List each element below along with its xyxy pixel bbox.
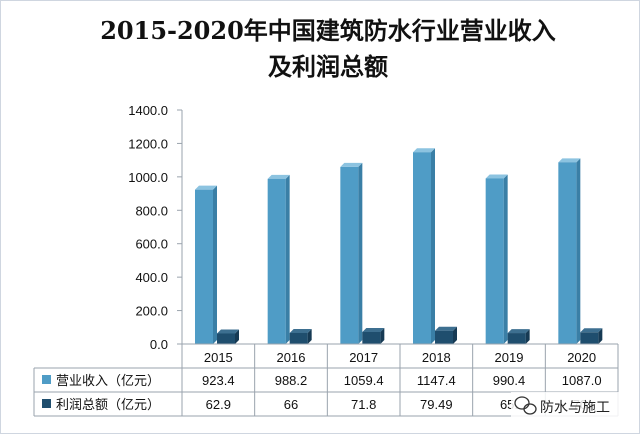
legend-label-revenue: 营业收入（亿元）	[56, 374, 160, 389]
x-tick-label: 2020	[567, 350, 596, 365]
bar-side-revenue	[213, 185, 217, 344]
bar-side-profit	[307, 328, 312, 344]
data-table-cell: 988.2	[275, 373, 308, 388]
bar-side-revenue	[431, 148, 435, 344]
y-tick-label: 400.0	[135, 270, 168, 285]
bar-revenue	[195, 189, 213, 344]
bar-side-profit	[453, 326, 457, 344]
bar-profit	[507, 333, 526, 344]
x-tick-label: 2015	[204, 350, 233, 365]
bar-side-profit	[598, 328, 603, 344]
y-tick-label: 200.0	[135, 304, 168, 319]
data-table-cell: 1059.4	[344, 373, 384, 388]
x-tick-label: 2018	[422, 350, 451, 365]
data-table-cell: 71.8	[351, 397, 376, 412]
legend-swatch-revenue	[42, 375, 51, 384]
y-tick-label: 600.0	[135, 237, 168, 252]
data-table-cell: 66	[284, 397, 298, 412]
bar-revenue	[413, 152, 431, 344]
legend-swatch-profit	[42, 399, 51, 408]
bar-top-profit	[217, 329, 239, 334]
data-table-cell: 79.49	[420, 397, 453, 412]
bar-side-revenue	[503, 174, 508, 344]
bar-side-profit	[235, 329, 239, 344]
bar-top-profit	[507, 329, 530, 334]
bar-revenue	[558, 162, 577, 344]
watermark-text: 防水与施工	[540, 400, 610, 416]
bar-side-revenue	[576, 158, 581, 344]
y-tick-label: 1000.0	[128, 170, 168, 185]
data-table-cell: 1147.4	[417, 373, 456, 388]
bar-top-revenue	[413, 148, 435, 153]
x-tick-label: 2019	[495, 350, 524, 365]
bar-top-revenue	[558, 158, 581, 163]
bar-top-revenue	[485, 174, 508, 179]
y-tick-label: 800.0	[135, 203, 168, 218]
bar-top-profit	[362, 327, 385, 332]
bar-top-revenue	[340, 162, 363, 167]
bar-profit	[217, 333, 235, 344]
chart-title-line2: 及利润总额	[268, 52, 388, 81]
bar-side-revenue	[285, 174, 290, 344]
bar-profit	[362, 331, 381, 344]
bar-side-profit	[380, 327, 385, 344]
bar-top-profit	[289, 328, 312, 333]
bar-top-revenue	[267, 174, 290, 179]
bar-revenue	[340, 166, 359, 344]
data-table-cell: 923.4	[202, 373, 235, 388]
bar-profit	[580, 332, 599, 344]
bar-top-revenue	[195, 185, 217, 190]
x-tick-label: 2017	[349, 350, 378, 365]
bar-side-profit	[525, 329, 530, 344]
bar-profit	[289, 332, 308, 344]
y-tick-label: 0.0	[150, 337, 168, 352]
bar-revenue	[485, 178, 504, 344]
axis-group: 0.0 200.0 400.0 600.0 800.0 1000.0 1200.0 1400.…	[128, 103, 183, 352]
data-table-cell: 62.9	[206, 397, 231, 412]
chart-title-line1: 2015-2020年中国建筑防水行业营业收入	[100, 16, 556, 45]
y-tick-label: 1200.0	[128, 136, 168, 151]
y-tick-label: 1400.0	[128, 103, 168, 118]
bars-group	[195, 148, 603, 344]
bar-top-profit	[435, 326, 457, 331]
wechat-icon	[514, 396, 537, 415]
bar-top-profit	[580, 328, 603, 333]
x-tick-label: 2016	[277, 350, 306, 365]
legend-label-profit: 利润总额（亿元）	[56, 398, 160, 413]
bar-profit	[435, 330, 453, 344]
watermark: 防水与施工	[511, 392, 629, 418]
bar-revenue	[267, 178, 286, 344]
data-table-cell: 1087.0	[562, 373, 602, 388]
bar-side-revenue	[358, 162, 363, 344]
data-table-cell: 990.4	[493, 373, 526, 388]
